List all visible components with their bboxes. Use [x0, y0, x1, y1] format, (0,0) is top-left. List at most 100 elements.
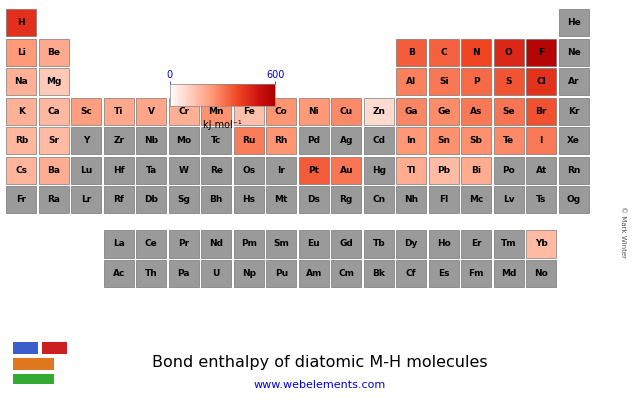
Bar: [526, 127, 556, 154]
Bar: [169, 230, 199, 258]
Bar: [493, 68, 524, 95]
Bar: [266, 127, 296, 154]
Text: Ac: Ac: [113, 269, 125, 278]
Text: www.webelements.com: www.webelements.com: [254, 380, 386, 390]
Bar: [364, 186, 394, 213]
Bar: [6, 68, 36, 95]
Text: Rh: Rh: [275, 136, 288, 145]
Bar: [493, 98, 524, 125]
Bar: [201, 186, 231, 213]
Bar: [71, 127, 101, 154]
Bar: [136, 157, 166, 184]
Text: Nb: Nb: [144, 136, 158, 145]
Bar: [201, 157, 231, 184]
Bar: [429, 186, 459, 213]
Bar: [201, 260, 231, 287]
Bar: [526, 157, 556, 184]
Text: Eu: Eu: [307, 240, 320, 248]
Text: Sr: Sr: [48, 136, 60, 145]
Text: Pm: Pm: [241, 240, 257, 248]
Bar: [493, 260, 524, 287]
Text: Ta: Ta: [146, 166, 157, 175]
Text: Co: Co: [275, 107, 287, 116]
Text: Li: Li: [17, 48, 26, 57]
Bar: [526, 98, 556, 125]
Text: H: H: [17, 18, 25, 27]
Bar: [396, 186, 426, 213]
Text: Th: Th: [145, 269, 157, 278]
Bar: [38, 186, 69, 213]
Bar: [71, 98, 101, 125]
Text: Pr: Pr: [178, 240, 189, 248]
Text: Na: Na: [14, 77, 28, 86]
Bar: [461, 98, 492, 125]
Text: Tl: Tl: [406, 166, 416, 175]
Bar: [332, 127, 362, 154]
Text: Ra: Ra: [47, 195, 60, 204]
Text: © Mark Winter: © Mark Winter: [620, 206, 627, 258]
Bar: [332, 230, 362, 258]
Bar: [234, 127, 264, 154]
Bar: [364, 127, 394, 154]
Bar: [396, 68, 426, 95]
Bar: [429, 260, 459, 287]
Bar: [559, 127, 589, 154]
Bar: [38, 98, 69, 125]
Text: Ti: Ti: [114, 107, 124, 116]
Text: Rb: Rb: [15, 136, 28, 145]
Bar: [493, 186, 524, 213]
Text: O: O: [505, 48, 513, 57]
Bar: [299, 157, 329, 184]
Text: Er: Er: [471, 240, 481, 248]
Text: Cf: Cf: [406, 269, 417, 278]
Bar: [169, 260, 199, 287]
Bar: [559, 186, 589, 213]
Text: Ag: Ag: [340, 136, 353, 145]
Text: Hf: Hf: [113, 166, 125, 175]
Text: K: K: [18, 107, 25, 116]
Text: Tc: Tc: [211, 136, 221, 145]
Text: Ga: Ga: [404, 107, 418, 116]
Text: Sn: Sn: [437, 136, 451, 145]
Bar: [299, 186, 329, 213]
Bar: [559, 39, 589, 66]
Bar: [332, 157, 362, 184]
Text: P: P: [473, 77, 479, 86]
Text: Rg: Rg: [340, 195, 353, 204]
Bar: [38, 127, 69, 154]
Bar: [461, 127, 492, 154]
Bar: [234, 260, 264, 287]
Bar: [461, 68, 492, 95]
Bar: [493, 230, 524, 258]
Bar: [6, 186, 36, 213]
Text: Sc: Sc: [80, 107, 92, 116]
Text: Nh: Nh: [404, 195, 419, 204]
Bar: [396, 39, 426, 66]
Text: Sm: Sm: [273, 240, 289, 248]
Text: Mo: Mo: [176, 136, 191, 145]
Bar: [429, 39, 459, 66]
Bar: [71, 157, 101, 184]
Text: Ir: Ir: [277, 166, 285, 175]
Bar: [429, 68, 459, 95]
Text: La: La: [113, 240, 125, 248]
Bar: [429, 98, 459, 125]
Bar: [136, 98, 166, 125]
Bar: [526, 186, 556, 213]
Text: Ni: Ni: [308, 107, 319, 116]
Bar: [332, 98, 362, 125]
Text: Ds: Ds: [307, 195, 320, 204]
Bar: [136, 127, 166, 154]
Bar: [299, 230, 329, 258]
Text: Lv: Lv: [503, 195, 515, 204]
Bar: [234, 157, 264, 184]
Bar: [332, 186, 362, 213]
Text: Kr: Kr: [568, 107, 579, 116]
Text: Po: Po: [502, 166, 515, 175]
Text: Pd: Pd: [307, 136, 320, 145]
Text: Fr: Fr: [16, 195, 26, 204]
Text: Fe: Fe: [243, 107, 255, 116]
Text: Rf: Rf: [113, 195, 124, 204]
Text: Re: Re: [210, 166, 223, 175]
Text: Pb: Pb: [437, 166, 451, 175]
